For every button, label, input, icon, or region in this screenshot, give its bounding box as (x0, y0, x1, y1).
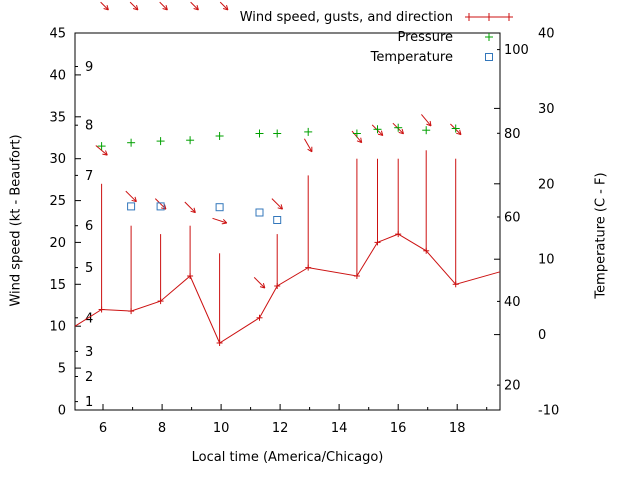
fahrenheit-scale-labels: 20 40 60 80 100 (497, 43, 529, 394)
svg-text:6: 6 (99, 421, 107, 436)
svg-text:60: 60 (504, 210, 521, 225)
svg-text:8: 8 (158, 421, 166, 436)
y-axis-label-right: Temperature (C - F) (593, 172, 609, 299)
temperature-points (127, 202, 282, 224)
svg-text:80: 80 (504, 127, 521, 142)
svg-text:18: 18 (449, 421, 466, 436)
svg-text:8: 8 (85, 119, 93, 134)
svg-text:40: 40 (504, 295, 521, 310)
legend-label-pressure: Pressure (397, 29, 453, 45)
y-axis-label-left: Wind speed (kt - Beaufort) (8, 134, 24, 307)
svg-text:10: 10 (538, 253, 555, 268)
svg-text:3: 3 (85, 345, 93, 360)
svg-text:7: 7 (85, 169, 93, 184)
svg-text:9: 9 (85, 60, 93, 75)
pressure-legend-sample-icon (485, 33, 493, 41)
svg-text:35: 35 (49, 110, 66, 125)
svg-text:25: 25 (49, 194, 66, 209)
svg-text:20: 20 (49, 236, 66, 251)
legend-item-temperature: Temperature (371, 47, 515, 67)
svg-text:0: 0 (58, 404, 66, 419)
legend-item-pressure: Pressure (397, 27, 515, 47)
chart-legend: Wind speed, gusts, and direction Pressur… (240, 7, 515, 67)
svg-text:100: 100 (504, 43, 529, 58)
legend-item-wind: Wind speed, gusts, and direction (240, 7, 515, 27)
svg-text:14: 14 (331, 421, 348, 436)
gust-bars (101, 150, 457, 343)
svg-text:1: 1 (85, 395, 93, 410)
x-axis-ticks: 6 8 10 12 14 16 18 (99, 404, 488, 436)
x-axis-label: Local time (America/Chicago) (191, 450, 384, 465)
legend-label-wind: Wind speed, gusts, and direction (239, 9, 453, 25)
svg-text:0: 0 (538, 328, 546, 343)
svg-text:5: 5 (85, 261, 93, 276)
svg-text:30: 30 (49, 152, 66, 167)
pressure-points (97, 123, 460, 151)
svg-text:4: 4 (85, 311, 93, 326)
svg-text:20: 20 (538, 177, 555, 192)
beaufort-scale-labels: 1 2 3 4 5 6 7 8 9 (75, 60, 93, 410)
svg-text:5: 5 (58, 362, 66, 377)
svg-text:10: 10 (213, 421, 230, 436)
svg-text:30: 30 (538, 102, 555, 117)
y-left-axis-ticks: 0 5 10 15 20 25 30 35 40 45 (49, 27, 81, 419)
svg-text:40: 40 (538, 27, 555, 42)
svg-text:16: 16 (390, 421, 407, 436)
svg-text:45: 45 (49, 27, 66, 42)
svg-text:40: 40 (49, 68, 66, 83)
svg-text:10: 10 (49, 320, 66, 335)
svg-text:15: 15 (49, 278, 66, 293)
plot-border (74, 32, 501, 411)
svg-text:2: 2 (85, 370, 93, 385)
temperature-legend-sample-icon (485, 53, 493, 61)
svg-text:20: 20 (504, 379, 521, 394)
wind-speed-line (74, 231, 501, 346)
svg-text:-10: -10 (538, 404, 559, 419)
svg-text:6: 6 (85, 219, 93, 234)
wind-legend-sample-icon (465, 13, 513, 21)
legend-label-temperature: Temperature (370, 49, 453, 65)
svg-text:12: 12 (272, 421, 289, 436)
